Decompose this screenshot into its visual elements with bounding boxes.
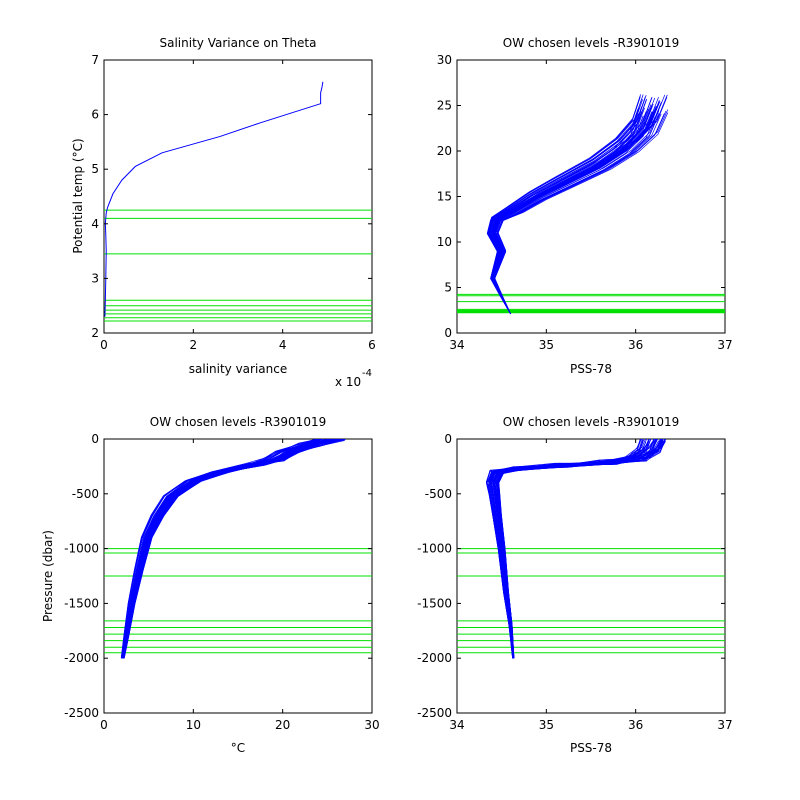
x-tick-label: 37 bbox=[717, 338, 732, 352]
profile-line bbox=[121, 439, 325, 659]
y-axis-label-potential-temp: Potential temp (°C) bbox=[71, 138, 85, 253]
y-tick-label: -500 bbox=[425, 487, 452, 501]
x-axis-label-celsius: °C bbox=[231, 741, 245, 755]
x-tick-label: 35 bbox=[539, 718, 554, 732]
plot-layer bbox=[457, 94, 725, 315]
x-tick-label: 20 bbox=[275, 718, 290, 732]
x-tick-label: 4 bbox=[279, 338, 287, 352]
x-tick-label: 10 bbox=[186, 718, 201, 732]
y-tick-label: 25 bbox=[437, 99, 452, 113]
x-axis-label-pss78-top: PSS-78 bbox=[570, 362, 612, 376]
profile-line bbox=[487, 116, 641, 315]
x-tick-label: 37 bbox=[717, 718, 732, 732]
x-tick-label: 34 bbox=[449, 718, 464, 732]
panel-salinity-variance: Salinity Variance on Theta salinity vari… bbox=[71, 36, 376, 389]
profile-line bbox=[488, 115, 644, 315]
y-tick-label: 6 bbox=[91, 108, 99, 122]
chart-title-temperature-pressure: OW chosen levels -R3901019 bbox=[150, 415, 326, 429]
profile-line bbox=[486, 439, 641, 659]
profile-line bbox=[123, 439, 345, 659]
x-tick-label: 30 bbox=[364, 718, 379, 732]
y-tick-label: 15 bbox=[437, 190, 452, 204]
x-axis-multiplier-label: x 10 bbox=[335, 375, 361, 389]
y-tick-label: -1500 bbox=[64, 596, 99, 610]
chart-title-theta-salinity: OW chosen levels -R3901019 bbox=[503, 36, 679, 50]
y-tick-label: 0 bbox=[91, 432, 99, 446]
y-tick-label: -2500 bbox=[417, 706, 452, 720]
plot-layer bbox=[104, 439, 372, 659]
panel-temperature-pressure: OW chosen levels -R3901019 °C Pressure (… bbox=[41, 415, 380, 755]
plot-area-theta-salinity bbox=[456, 59, 726, 334]
y-tick-label: -1500 bbox=[417, 596, 452, 610]
profile-line bbox=[122, 439, 335, 659]
y-tick-label: -500 bbox=[72, 487, 99, 501]
profile-line bbox=[492, 439, 654, 659]
x-tick-label: 34 bbox=[449, 338, 464, 352]
chart-title-salinity-pressure: OW chosen levels -R3901019 bbox=[503, 415, 679, 429]
x-tick-label: 6 bbox=[368, 338, 376, 352]
profile-line bbox=[493, 96, 659, 315]
profile-line bbox=[121, 439, 320, 659]
x-axis-label-salinity-variance: salinity variance bbox=[189, 362, 288, 376]
y-tick-label: 3 bbox=[91, 271, 99, 285]
profile-line bbox=[490, 439, 650, 659]
y-tick-label: 30 bbox=[437, 53, 452, 67]
y-axis-label-pressure: Pressure (dbar) bbox=[41, 530, 55, 622]
plot-area-salinity-variance bbox=[103, 59, 373, 334]
plot-layer bbox=[104, 81, 372, 322]
profile-line bbox=[492, 97, 656, 315]
y-tick-label: -2500 bbox=[64, 706, 99, 720]
chart-title-salinity-variance: Salinity Variance on Theta bbox=[160, 36, 317, 50]
y-tick-label: -1000 bbox=[417, 542, 452, 556]
y-tick-label: 10 bbox=[437, 235, 452, 249]
panel-salinity-pressure: OW chosen levels -R3901019 PSS-78 34 35 36… bbox=[417, 415, 733, 755]
x-axis-label-pss78-bottom: PSS-78 bbox=[570, 741, 612, 755]
x-axis-multiplier-exponent: -4 bbox=[362, 368, 372, 379]
y-tick-label: 7 bbox=[91, 53, 99, 67]
profile-line bbox=[122, 440, 334, 659]
y-tick-label: -1000 bbox=[64, 542, 99, 556]
profile-line bbox=[488, 439, 647, 659]
x-tick-label: 36 bbox=[628, 718, 643, 732]
y-tick-label: -2000 bbox=[64, 651, 99, 665]
plot-layer bbox=[457, 439, 725, 659]
x-tick-label: 0 bbox=[100, 718, 108, 732]
y-tick-label: 4 bbox=[91, 217, 99, 231]
y-tick-label: 0 bbox=[444, 326, 452, 340]
profile-line bbox=[122, 439, 325, 659]
x-tick-label: 0 bbox=[100, 338, 108, 352]
x-tick-label: 36 bbox=[628, 338, 643, 352]
y-tick-label: 5 bbox=[91, 162, 99, 176]
y-tick-label: -2000 bbox=[417, 651, 452, 665]
profile-line bbox=[122, 439, 331, 659]
x-tick-label: 2 bbox=[190, 338, 198, 352]
panel-theta-salinity: OW chosen levels -R3901019 PSS-78 34 35 36… bbox=[437, 36, 733, 376]
y-tick-label: 0 bbox=[444, 432, 452, 446]
y-tick-label: 5 bbox=[444, 281, 452, 295]
y-tick-label: 20 bbox=[437, 144, 452, 158]
y-tick-label: 2 bbox=[91, 326, 99, 340]
x-tick-label: 35 bbox=[539, 338, 554, 352]
profile-line bbox=[493, 113, 665, 315]
profile-line bbox=[491, 96, 653, 315]
salinity-variance-series bbox=[104, 81, 324, 317]
